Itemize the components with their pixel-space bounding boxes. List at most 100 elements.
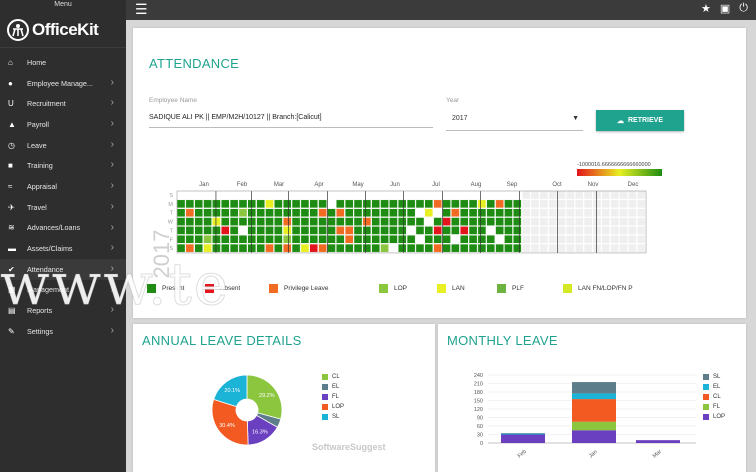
day-cell[interactable]	[592, 199, 602, 209]
day-cell[interactable]	[291, 235, 301, 244]
day-cell[interactable]	[309, 235, 319, 244]
day-cell[interactable]	[575, 199, 584, 209]
day-cell[interactable]	[336, 226, 345, 235]
retrieve-button[interactable]: ☁ RETRIEVE	[596, 110, 684, 131]
day-cell[interactable]	[344, 226, 354, 235]
day-cell[interactable]	[610, 217, 619, 226]
day-cell[interactable]	[504, 235, 513, 244]
day-cell[interactable]	[406, 243, 416, 253]
day-cell[interactable]	[557, 208, 566, 217]
day-cell[interactable]	[513, 199, 522, 209]
day-cell[interactable]	[194, 235, 203, 244]
sidebar-item-settings[interactable]: ✎ Settings ›	[0, 321, 126, 342]
day-cell[interactable]	[583, 217, 593, 226]
day-cell[interactable]	[194, 243, 203, 253]
day-cell[interactable]	[575, 217, 584, 226]
bar-segment-lop[interactable]	[636, 440, 680, 443]
day-cell[interactable]	[628, 217, 637, 226]
day-cell[interactable]	[566, 208, 575, 217]
day-cell[interactable]	[353, 208, 363, 217]
day-cell[interactable]	[486, 235, 496, 244]
day-cell[interactable]	[221, 208, 230, 217]
day-cell[interactable]	[398, 235, 407, 244]
day-cell[interactable]	[610, 208, 619, 217]
day-cell[interactable]	[194, 208, 203, 217]
day-cell[interactable]	[336, 235, 345, 244]
day-cell[interactable]	[548, 208, 557, 217]
day-cell[interactable]	[468, 199, 478, 209]
day-cell[interactable]	[229, 235, 239, 244]
day-cell[interactable]	[265, 190, 274, 200]
day-cell[interactable]	[575, 226, 584, 235]
day-cell[interactable]	[318, 243, 327, 253]
day-cell[interactable]	[256, 226, 265, 235]
day-cell[interactable]	[486, 199, 496, 209]
day-cell[interactable]	[530, 235, 540, 244]
day-cell[interactable]	[344, 208, 354, 217]
day-cell[interactable]	[460, 226, 469, 235]
day-cell[interactable]	[203, 235, 212, 244]
day-cell[interactable]	[477, 199, 487, 209]
day-cell[interactable]	[371, 208, 380, 217]
day-cell[interactable]	[176, 235, 186, 244]
bar-segment-lop[interactable]	[501, 434, 545, 444]
day-cell[interactable]	[513, 208, 522, 217]
day-cell[interactable]	[539, 226, 549, 235]
day-cell[interactable]	[415, 226, 425, 235]
day-cell[interactable]	[495, 190, 504, 200]
day-cell[interactable]	[229, 217, 239, 226]
day-cell[interactable]	[521, 190, 531, 200]
day-cell[interactable]	[291, 243, 301, 253]
day-cell[interactable]	[380, 235, 389, 244]
day-cell[interactable]	[318, 190, 327, 200]
sidebar-item-training[interactable]: ■ Training ›	[0, 155, 126, 176]
day-cell[interactable]	[566, 199, 575, 209]
day-cell[interactable]	[371, 190, 380, 200]
day-cell[interactable]	[521, 217, 531, 226]
day-cell[interactable]	[309, 190, 319, 200]
day-cell[interactable]	[486, 243, 496, 253]
day-cell[interactable]	[530, 217, 540, 226]
day-cell[interactable]	[336, 190, 345, 200]
day-cell[interactable]	[327, 199, 336, 209]
day-cell[interactable]	[282, 235, 292, 244]
day-cell[interactable]	[344, 217, 354, 226]
day-cell[interactable]	[398, 199, 407, 209]
day-cell[interactable]	[566, 235, 575, 244]
day-cell[interactable]	[601, 243, 611, 253]
sidebar-item-attendance[interactable]: ✔ Attendance ›	[0, 258, 126, 280]
day-cell[interactable]	[424, 199, 434, 209]
day-cell[interactable]	[371, 199, 380, 209]
brand-logo[interactable]: OfficeKit	[0, 12, 126, 48]
day-cell[interactable]	[398, 208, 407, 217]
sidebar-item-employee-manage[interactable]: ● Employee Manage... ›	[0, 73, 126, 94]
day-cell[interactable]	[274, 243, 283, 253]
day-cell[interactable]	[557, 243, 566, 253]
day-cell[interactable]	[344, 235, 354, 244]
day-cell[interactable]	[291, 199, 301, 209]
day-cell[interactable]	[530, 226, 540, 235]
day-cell[interactable]	[433, 243, 442, 253]
day-cell[interactable]	[265, 217, 274, 226]
day-cell[interactable]	[451, 243, 460, 253]
day-cell[interactable]	[318, 208, 327, 217]
day-cell[interactable]	[504, 243, 513, 253]
day-cell[interactable]	[318, 235, 327, 244]
day-cell[interactable]	[583, 226, 593, 235]
day-cell[interactable]	[380, 199, 389, 209]
day-cell[interactable]	[433, 217, 442, 226]
sidebar-item-management[interactable]: ▦ Management ›	[0, 280, 126, 301]
day-cell[interactable]	[415, 235, 425, 244]
day-cell[interactable]	[221, 226, 230, 235]
day-cell[interactable]	[203, 217, 212, 226]
day-cell[interactable]	[477, 226, 487, 235]
day-cell[interactable]	[318, 226, 327, 235]
year-select[interactable]: 2017 ▼	[446, 107, 583, 131]
bar-segment-el[interactable]	[572, 393, 616, 400]
day-cell[interactable]	[548, 190, 557, 200]
day-cell[interactable]	[575, 208, 584, 217]
day-cell[interactable]	[415, 208, 425, 217]
day-cell[interactable]	[327, 217, 336, 226]
day-cell[interactable]	[265, 235, 274, 244]
day-cell[interactable]	[300, 235, 310, 244]
